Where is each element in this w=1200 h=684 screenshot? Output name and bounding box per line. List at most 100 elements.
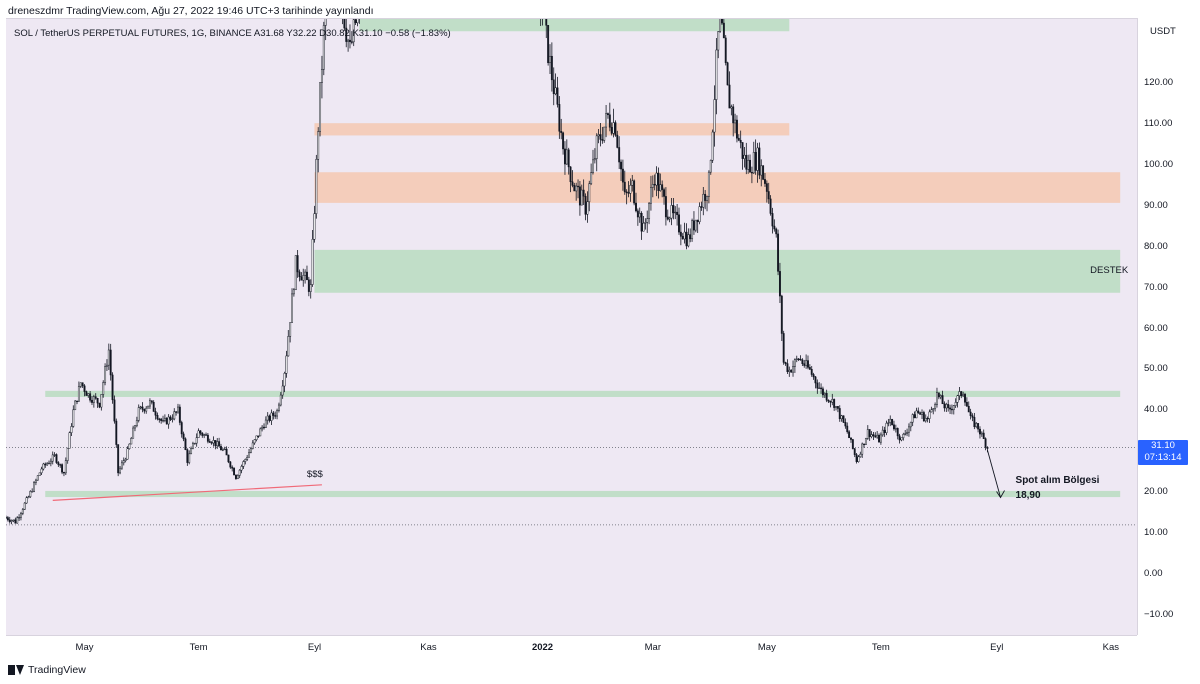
candle-down xyxy=(8,519,11,522)
candle-down xyxy=(679,231,682,237)
candle-down xyxy=(827,399,830,402)
candle-down xyxy=(556,87,559,105)
candle-up xyxy=(597,134,600,137)
candle-up xyxy=(10,520,13,522)
candle-down xyxy=(977,423,980,430)
candle-down xyxy=(562,132,565,150)
candle-down xyxy=(807,360,809,368)
candle-up xyxy=(292,289,295,295)
candle-up xyxy=(902,434,905,439)
candle-up xyxy=(20,513,22,518)
candle-down xyxy=(836,406,839,409)
candle-up xyxy=(924,418,927,422)
candle-up xyxy=(104,366,107,383)
candle-down xyxy=(780,295,783,334)
candle-up xyxy=(655,172,658,186)
candle-up xyxy=(266,415,269,421)
candle-down xyxy=(210,442,213,444)
candle-down xyxy=(700,206,703,208)
candle-down xyxy=(83,385,86,392)
candle-down xyxy=(653,183,656,186)
candle-up xyxy=(162,419,164,422)
candle-down xyxy=(96,398,99,404)
candle-up xyxy=(87,393,90,396)
candle-up xyxy=(788,369,791,372)
candle-down xyxy=(627,192,630,194)
candle-up xyxy=(18,516,21,519)
candle-up xyxy=(135,420,138,427)
candle-down xyxy=(666,216,669,220)
candle-down xyxy=(812,374,815,378)
candle-down xyxy=(967,405,970,413)
candle-down xyxy=(773,225,776,230)
candle-up xyxy=(928,411,931,419)
candle-down xyxy=(113,399,116,422)
candle-up xyxy=(128,443,131,450)
candle-up xyxy=(137,407,140,421)
price-axis[interactable]: −10.000.0010.0020.0030.0040.0050.0060.00… xyxy=(1137,18,1200,635)
candle-up xyxy=(36,475,39,481)
time-tick: Tem xyxy=(871,642,890,653)
candle-down xyxy=(57,462,60,465)
candle-down xyxy=(545,19,548,26)
candle-down xyxy=(263,426,265,429)
candle-up xyxy=(900,437,903,441)
support-zone-3 xyxy=(314,249,1121,293)
candle-up xyxy=(793,359,796,367)
candle-down xyxy=(152,401,155,412)
tradingview-logo-icon xyxy=(8,665,24,675)
candle-up xyxy=(945,404,948,409)
candle-down xyxy=(960,391,963,397)
candle-down xyxy=(676,211,679,216)
candle-up xyxy=(148,400,151,407)
candle-down xyxy=(55,454,58,463)
candle-up xyxy=(936,392,938,405)
candle-up xyxy=(930,409,933,413)
candle-down xyxy=(926,418,929,420)
candle-down xyxy=(636,210,639,218)
price-tick: 100.00 xyxy=(1144,159,1174,171)
candle-up xyxy=(173,411,176,420)
candle-up xyxy=(939,395,942,398)
candle-up xyxy=(53,454,56,456)
candle-down xyxy=(569,166,572,183)
spot-zone-price: 18,90 xyxy=(1015,489,1041,501)
time-tick: Mar xyxy=(644,642,661,653)
price-chart[interactable] xyxy=(6,19,1137,636)
candle-up xyxy=(25,497,28,504)
candle-up xyxy=(276,410,279,417)
footer-brand[interactable]: TradingView xyxy=(8,664,86,676)
time-axis[interactable]: May Tem Eyl Kas 2022 Mar May Tem Eyl Kas xyxy=(6,635,1137,658)
candle-up xyxy=(64,460,67,474)
candle-down xyxy=(764,179,766,184)
candle-down xyxy=(941,395,944,405)
candle-up xyxy=(139,406,142,408)
candle-down xyxy=(664,196,667,218)
candle-up xyxy=(347,39,350,42)
chart-pane[interactable]: SOL / TetherUS PERPETUAL FUTURES, 1G, BI… xyxy=(6,18,1137,636)
candle-up xyxy=(177,406,179,413)
candle-up xyxy=(715,49,718,100)
candle-down xyxy=(608,114,611,128)
candle-down xyxy=(300,276,303,281)
candle-down xyxy=(610,127,613,134)
candle-down xyxy=(661,184,664,190)
candle-up xyxy=(730,106,733,109)
candle-up xyxy=(320,68,323,83)
candle-up xyxy=(315,159,318,214)
candle-down xyxy=(833,399,836,408)
price-tick: 90.00 xyxy=(1144,199,1168,211)
candle-up xyxy=(281,385,284,396)
candle-down xyxy=(621,168,624,183)
candle-up xyxy=(603,126,606,141)
candle-down xyxy=(225,448,228,456)
candle-up xyxy=(885,422,888,433)
candle-down xyxy=(307,279,310,292)
bar-countdown: 07:13:14 xyxy=(1144,451,1182,463)
candle-up xyxy=(277,404,280,411)
candle-up xyxy=(835,406,837,408)
candle-down xyxy=(343,19,346,29)
candle-down xyxy=(220,446,222,451)
candle-down xyxy=(345,27,348,42)
candle-up xyxy=(163,417,166,421)
